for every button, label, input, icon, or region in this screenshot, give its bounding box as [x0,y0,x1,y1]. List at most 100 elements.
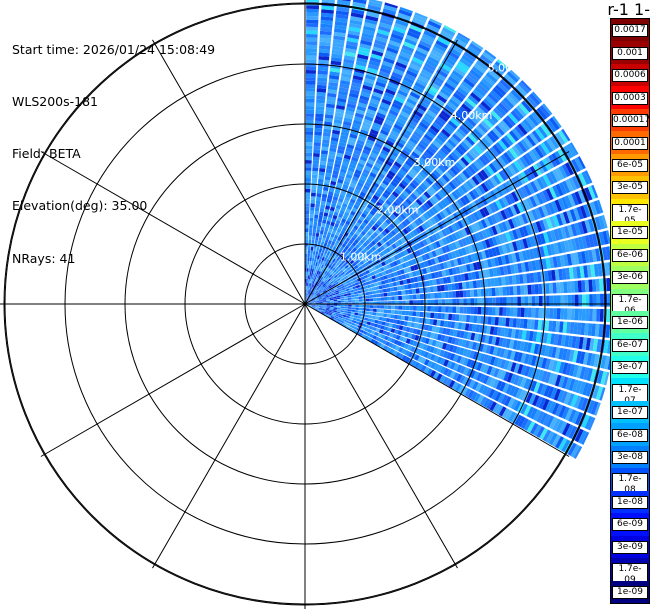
range-gate-cell [507,164,517,176]
range-gate-cell [330,300,334,302]
range-gate-cell [305,167,312,171]
range-gate-cell [396,259,402,265]
range-gate-cell [477,184,486,195]
colorbar-label: 6e-09 [612,518,648,532]
range-gate-cell [344,286,349,290]
range-gate-cell [379,293,384,297]
range-gate-cell [425,237,432,245]
range-gate-cell [415,227,422,234]
range-gate-cell [336,6,350,13]
range-gate-cell [479,363,486,373]
range-gate-cell [306,275,308,279]
range-gate-cell [565,408,573,421]
range-gate-cell [451,314,456,321]
range-gate-cell [365,324,370,329]
range-gate-cell [482,98,494,109]
range-gate-cell [318,298,323,301]
range-gate-cell [385,50,398,58]
range-gate-cell [483,316,489,325]
range-gate-cell [398,325,404,331]
range-gate-cell [324,238,329,244]
range-gate-cell [324,292,328,295]
range-gate-cell [465,152,475,162]
range-gate-cell [397,89,408,98]
range-gate-cell [370,197,378,204]
range-gate-cell [454,111,465,122]
range-gate-cell [447,169,456,178]
range-gate-cell [371,94,381,102]
range-gate-cell [593,263,599,277]
range-gate-cell [311,306,316,309]
range-gate-cell [427,56,440,65]
range-gate-cell [428,325,433,332]
range-gate-cell [314,210,319,215]
range-gate-cell [492,174,501,185]
range-gate-cell [311,299,315,302]
range-gate-cell [505,409,513,421]
range-gate-cell [311,307,315,309]
range-gate-cell [531,148,541,161]
range-gate-cell [310,287,313,292]
range-gate-cell [345,110,355,116]
range-gate-cell [328,78,339,84]
range-gate-cell [395,324,400,330]
range-gate-cell [305,70,316,74]
range-gate-cell [479,279,485,288]
range-gate-cell [468,235,475,244]
range-gate-cell [306,289,308,294]
range-gate-cell [364,77,375,85]
range-gate-cell [483,354,489,364]
range-gate-cell [333,306,338,308]
range-gate-cell [568,267,574,280]
range-gate-cell [386,287,391,293]
range-gate-cell [444,284,449,291]
range-gate-cell [551,402,560,415]
range-gate-cell [460,184,468,194]
range-gate-cell [452,92,464,103]
colorbar-label: 6e-08 [612,428,648,442]
range-gate-cell [320,281,324,285]
range-gate-cell [419,72,431,81]
range-gate-cell [439,375,446,383]
range-gate-cell [509,69,521,81]
range-gate-cell [339,322,344,326]
range-gate-cell [449,353,456,361]
range-gate-cell [412,328,418,335]
range-gate-cell [559,212,567,225]
range-gate-cell [539,427,549,440]
range-gate-cell [425,148,435,157]
range-gate-cell [546,119,557,133]
azimuth-spoke [152,39,306,305]
range-gate-cell [564,335,570,347]
range-gate-cell [537,206,546,218]
range-gate-cell [353,264,359,270]
colorbar-label: 0.001 [612,46,648,60]
range-gate-cell [332,196,339,201]
range-gate-cell [306,297,308,301]
range-gate-cell [448,193,457,202]
range-gate-cell [371,125,381,132]
range-gate-cell [351,262,357,267]
range-gate-cell [377,108,388,116]
range-gate-cell [335,252,340,257]
range-gate-cell [468,341,474,350]
range-gate-cell [489,356,496,366]
range-gate-cell [320,12,334,18]
range-gate-cell [372,335,378,340]
range-gate-cell [376,312,381,317]
range-gate-cell [397,215,404,223]
range-gate-cell [390,328,396,333]
range-gate-cell [310,279,313,284]
range-gate-cell [331,173,339,179]
range-gate-cell [444,227,451,235]
range-gate-cell [496,211,504,222]
range-gate-cell [430,332,435,339]
range-gate-cell [334,159,342,165]
range-gate-cell [328,264,332,269]
range-gate-cell [506,132,517,144]
range-gate-cell [463,357,469,366]
range-gate-cell [487,92,499,104]
range-gate-cell [595,386,604,400]
range-gate-cell [405,225,412,233]
range-gate-cell [574,222,581,236]
